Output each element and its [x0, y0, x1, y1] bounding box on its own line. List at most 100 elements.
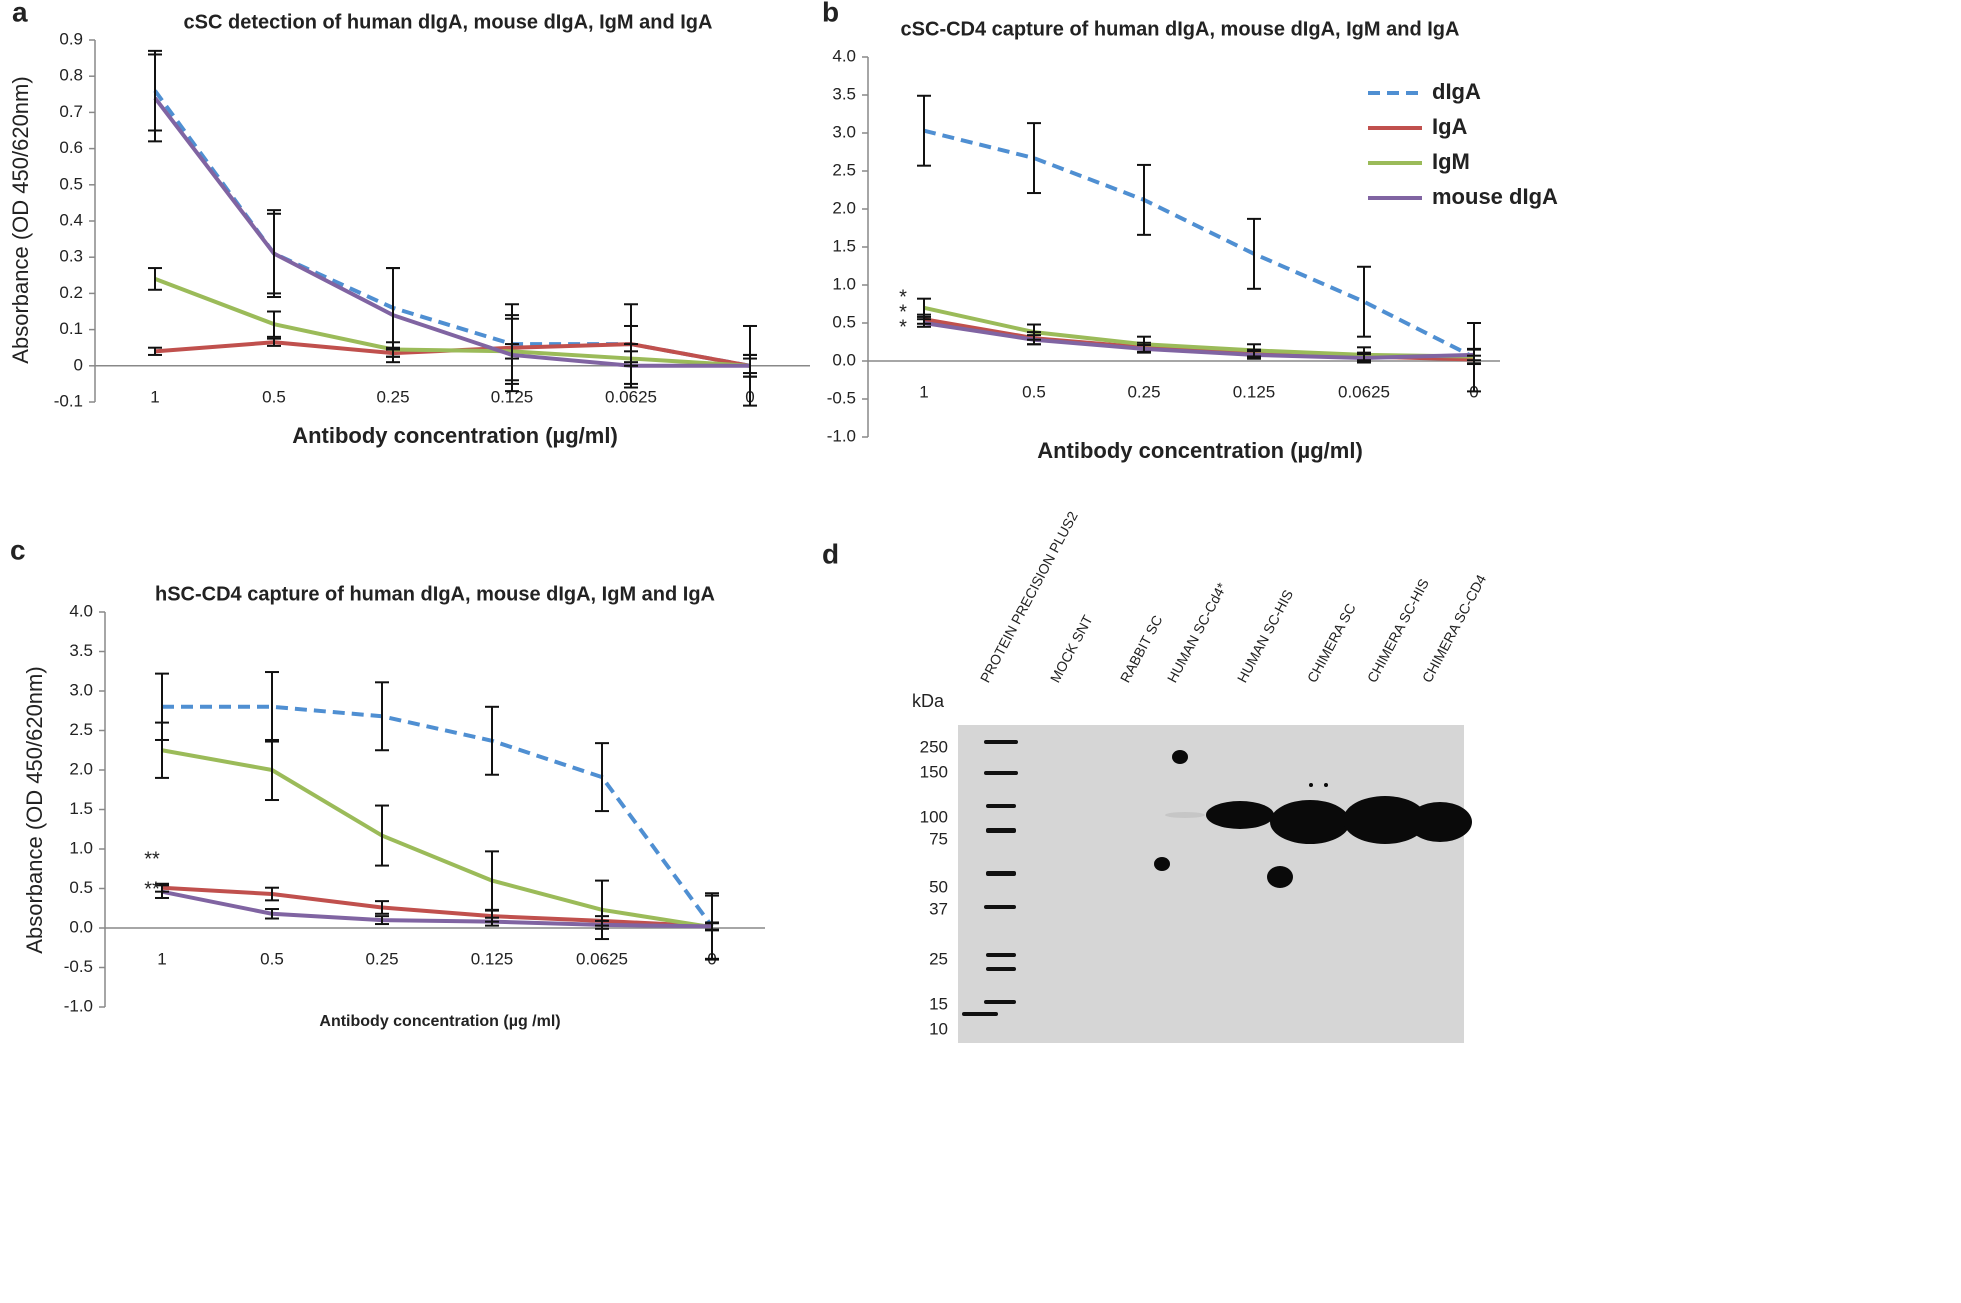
legend-label: IgM	[1432, 149, 1470, 174]
annotation: **	[144, 878, 160, 900]
y-tick-label: 1.5	[832, 236, 856, 255]
marker-label: 25	[929, 949, 948, 968]
annotation: **	[144, 848, 160, 870]
lane-label: RABBIT SC	[1117, 613, 1166, 686]
marker-label: 15	[929, 994, 948, 1013]
y-tick-label: 0.7	[59, 102, 83, 121]
legend-label: IgA	[1432, 114, 1468, 139]
y-tick-label: 1.0	[832, 274, 856, 293]
ladder	[962, 740, 1018, 1016]
marker-label: 10	[929, 1019, 948, 1038]
y-axis-label: Absorbance (OD 450/620nm)	[22, 666, 47, 953]
y-tick-label: 4.0	[832, 46, 856, 65]
panel-label: c	[10, 534, 26, 565]
y-tick-label: 1.5	[69, 799, 93, 818]
y-tick-label: 0.9	[59, 29, 83, 48]
error-bar	[1247, 217, 1261, 290]
blot-membrane	[958, 725, 1464, 1043]
error-bar	[485, 705, 499, 776]
series-line	[923, 305, 1475, 359]
series-line	[162, 704, 714, 928]
error-bar	[148, 267, 162, 291]
y-tick-label: 2.0	[832, 198, 856, 217]
x-tick-label: 0.0625	[1338, 382, 1390, 401]
error-bar	[155, 884, 169, 899]
y-tick-label: 1.0	[69, 838, 93, 857]
error-bar	[148, 346, 162, 356]
error-bar	[917, 318, 931, 328]
x-tick-label: 1	[919, 382, 928, 401]
panel-label: d	[822, 538, 839, 569]
error-bar	[375, 915, 389, 926]
y-tick-label: 2.5	[832, 160, 856, 179]
y-tick-label: 2.5	[69, 720, 93, 739]
x-tick-label: 0.5	[262, 387, 286, 406]
lane-label: HUMAN SC-HIS	[1234, 587, 1296, 685]
unit-label: kDa	[912, 691, 945, 711]
annotation: *	[899, 301, 907, 323]
y-tick-label: -0.5	[64, 957, 93, 976]
y-tick-label: 0.5	[59, 174, 83, 193]
y-tick-label: 0	[74, 355, 83, 374]
series-line	[153, 89, 751, 368]
x-tick-label: 1	[157, 949, 166, 968]
error-bar	[1357, 353, 1371, 363]
series-line	[154, 277, 751, 368]
error-bar	[1247, 350, 1261, 360]
x-tick-label: 0.125	[491, 387, 534, 406]
series-line	[923, 321, 1475, 360]
error-bar	[624, 343, 638, 389]
series-line	[153, 96, 750, 368]
panel-label: a	[12, 0, 28, 27]
chart-title: cSC-CD4 capture of human dIgA, mouse dIg…	[901, 18, 1460, 40]
series-line	[923, 128, 1475, 359]
error-bar	[705, 922, 719, 931]
error-bar	[155, 721, 169, 779]
y-tick-label: 0.5	[69, 878, 93, 897]
marker-label: 100	[920, 807, 948, 826]
x-tick-label: 0.25	[365, 949, 398, 968]
y-tick-label: 4.0	[69, 601, 93, 620]
series-line	[161, 889, 713, 929]
y-tick-label: 3.5	[832, 84, 856, 103]
y-tick-label: 3.5	[69, 641, 93, 660]
x-axis-label: Antibody concentration (µg/ml)	[292, 423, 618, 448]
y-tick-label: 0.4	[59, 210, 83, 229]
chart-title: cSC detection of human dIgA, mouse dIgA,…	[184, 11, 713, 33]
y-tick-label: 0.3	[59, 247, 83, 266]
y-tick-label: 0.0	[69, 917, 93, 936]
lane-label: HUMAN SC-Cd4*	[1164, 580, 1230, 686]
x-tick-label: 0.125	[1233, 382, 1276, 401]
error-bar	[505, 317, 519, 393]
x-tick-label: 0.25	[376, 387, 409, 406]
error-bar	[1137, 344, 1151, 354]
error-bar	[917, 94, 931, 167]
error-bar	[375, 900, 389, 915]
x-tick-label: 0.5	[1022, 382, 1046, 401]
x-tick-label: 0.0625	[605, 387, 657, 406]
blot	[958, 725, 1472, 1043]
error-bar	[148, 53, 162, 143]
series-line	[161, 885, 713, 929]
x-tick-label: 1	[150, 387, 159, 406]
y-tick-label: -0.1	[54, 391, 83, 410]
y-tick-label: -1.0	[64, 996, 93, 1015]
y-tick-label: 0.0	[832, 350, 856, 369]
error-bar	[485, 850, 499, 911]
y-axis-label: Absorbance (OD 450/620nm)	[8, 76, 33, 363]
error-bar	[743, 353, 757, 378]
y-tick-label: 0.2	[59, 283, 83, 302]
error-bar	[1027, 334, 1041, 346]
x-tick-label: 0.125	[471, 949, 514, 968]
y-tick-label: -0.5	[827, 388, 856, 407]
lane-label: CHIMERA SC	[1304, 601, 1359, 685]
error-bar	[1137, 163, 1151, 236]
y-tick-label: 0.5	[832, 312, 856, 331]
bands	[1154, 750, 1472, 888]
marker-label: 250	[920, 737, 948, 756]
error-bar	[267, 337, 281, 347]
y-tick-label: 0.1	[59, 319, 83, 338]
annotation: *	[899, 286, 907, 308]
y-tick-label: 3.0	[832, 122, 856, 141]
